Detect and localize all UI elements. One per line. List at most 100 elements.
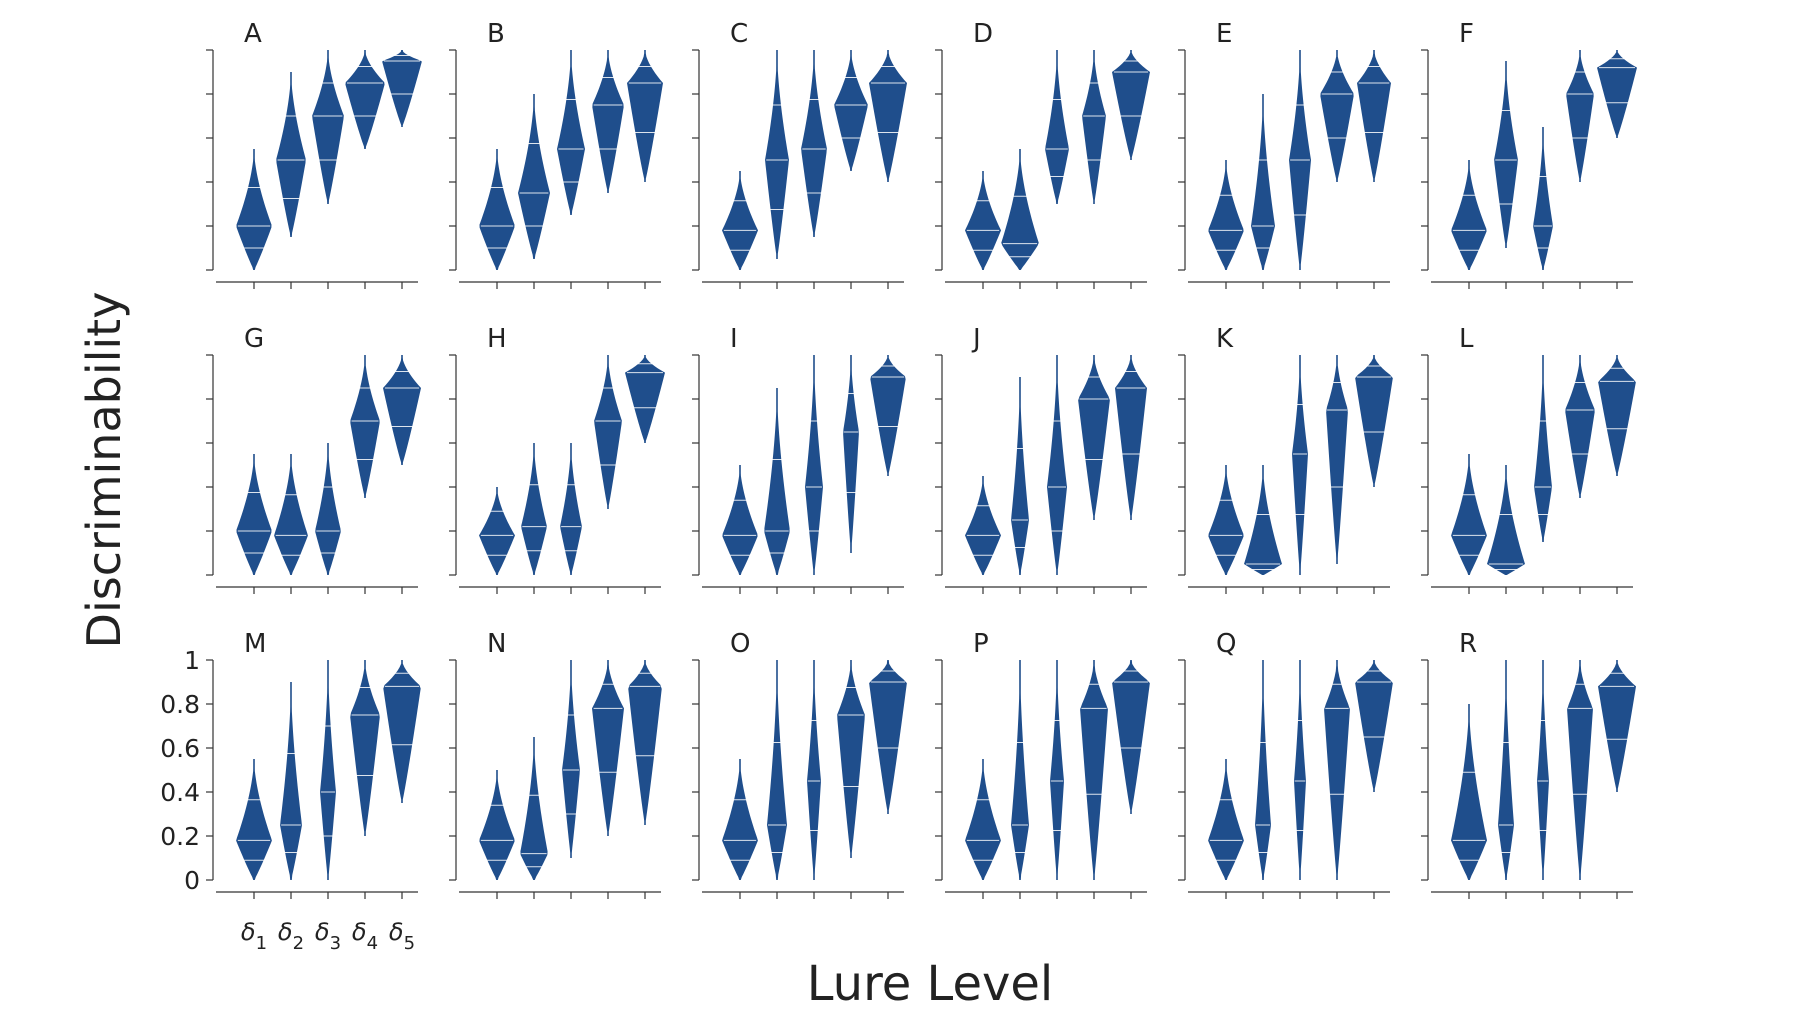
violin-2 — [1255, 660, 1271, 880]
violin-3 — [801, 50, 827, 237]
violin-4 — [837, 660, 865, 858]
violin-2 — [518, 94, 550, 259]
violin-2 — [1001, 149, 1039, 270]
y-tick-label: 0.8 — [160, 690, 200, 719]
panel-label: C — [730, 19, 748, 49]
violin-5 — [869, 50, 907, 182]
violin-4 — [1078, 355, 1110, 520]
violin-1 — [479, 487, 515, 575]
panel-label: K — [1216, 324, 1234, 354]
panel-e: E — [1178, 19, 1391, 289]
panel-h: H — [449, 324, 665, 594]
violin-4 — [592, 50, 624, 193]
violin-3 — [1533, 127, 1553, 270]
violin-1 — [965, 759, 1001, 880]
panel-f: F — [1421, 19, 1637, 289]
violin-4 — [843, 355, 859, 553]
violin-5 — [1598, 660, 1636, 792]
violin-5 — [1357, 50, 1391, 182]
panel-k: K — [1178, 324, 1393, 594]
violin-1 — [1451, 454, 1487, 575]
violin-5 — [1112, 660, 1150, 814]
panel-label: G — [244, 324, 264, 354]
violin-4 — [350, 660, 380, 836]
violin-3 — [805, 355, 823, 575]
violin-4 — [594, 355, 622, 509]
panel-label: Q — [1216, 629, 1236, 659]
violin-1 — [236, 149, 272, 270]
panel-c: C — [692, 19, 907, 289]
violin-2 — [1244, 465, 1282, 575]
violin-5 — [383, 355, 421, 465]
x-tick-label: δ1 — [241, 918, 267, 954]
violin-4 — [1566, 50, 1594, 182]
violin-3 — [1045, 50, 1069, 204]
x-tick-label: δ3 — [315, 918, 341, 954]
x-tick-label: δ2 — [278, 918, 304, 954]
violin-1 — [479, 770, 515, 880]
violin-3 — [557, 50, 585, 215]
violin-4 — [1567, 660, 1593, 880]
violin-3 — [1292, 355, 1308, 575]
violin-3 — [560, 443, 582, 575]
panel-label: D — [973, 19, 993, 49]
violin-3 — [312, 50, 344, 204]
violin-1 — [479, 149, 515, 270]
violin-2 — [274, 454, 308, 575]
panel-label: F — [1459, 19, 1474, 49]
y-tick-label: 0.6 — [160, 734, 200, 763]
violin-1 — [722, 171, 758, 270]
violin-1 — [236, 759, 272, 880]
panel-j: J — [935, 324, 1147, 594]
x-axis-label: Lure Level — [807, 956, 1054, 1012]
violin-5 — [627, 50, 663, 182]
violin-2 — [1011, 660, 1029, 880]
violin-3 — [1047, 355, 1067, 575]
violin-5 — [628, 660, 662, 825]
violin-2 — [520, 737, 548, 880]
panel-d: D — [935, 19, 1150, 289]
panel-m: M 0 0.2 0.4 0.6 0.8 1 δ1 δ2 δ3 δ4 δ5 — [160, 629, 421, 954]
panel-label: H — [487, 324, 507, 354]
violin-3 — [320, 660, 336, 880]
violin-2 — [280, 682, 302, 880]
panel-label: I — [730, 324, 738, 354]
violin-4 — [834, 50, 868, 171]
violin-5 — [1598, 355, 1636, 476]
violin-5 — [1115, 355, 1147, 520]
panel-q: Q — [1178, 629, 1393, 899]
violin-1 — [236, 454, 272, 575]
violin-3 — [315, 443, 341, 575]
panel-r: R — [1421, 629, 1636, 899]
violin-5 — [1355, 660, 1393, 792]
violin-1 — [1208, 160, 1244, 270]
y-tick-label: 0.2 — [160, 822, 200, 851]
panel-label: N — [487, 629, 506, 659]
violin-2 — [521, 443, 547, 575]
panel-n: N — [449, 629, 662, 899]
violin-4 — [1326, 355, 1348, 564]
violin-4 — [592, 660, 624, 836]
violin-3 — [807, 660, 821, 880]
violin-3 — [1537, 660, 1549, 880]
panel-l: L — [1421, 324, 1636, 594]
violin-5 — [383, 660, 421, 803]
y-tick-label: 1 — [184, 646, 200, 675]
violin-2 — [764, 388, 790, 575]
panel-b: B — [449, 19, 663, 289]
panel-label: P — [973, 629, 989, 659]
violin-2 — [276, 72, 306, 237]
violin-1 — [1451, 160, 1487, 270]
violin-1 — [1451, 704, 1487, 880]
x-tick-label: δ5 — [389, 918, 415, 954]
panel-grid: A B C D E F G H I J K L M 0 0.2 0.4 0.6 0.8 1 δ1 δ2 δ3 δ4 δ5 N O P… — [160, 19, 1637, 954]
panel-label: J — [971, 324, 981, 354]
violin-2 — [1011, 377, 1029, 575]
violin-2 — [1251, 94, 1275, 270]
violin-1 — [1208, 465, 1244, 575]
panel-g: G — [206, 324, 421, 594]
violin-5 — [870, 355, 906, 476]
violin-1 — [722, 759, 758, 880]
panel-label: O — [730, 629, 750, 659]
